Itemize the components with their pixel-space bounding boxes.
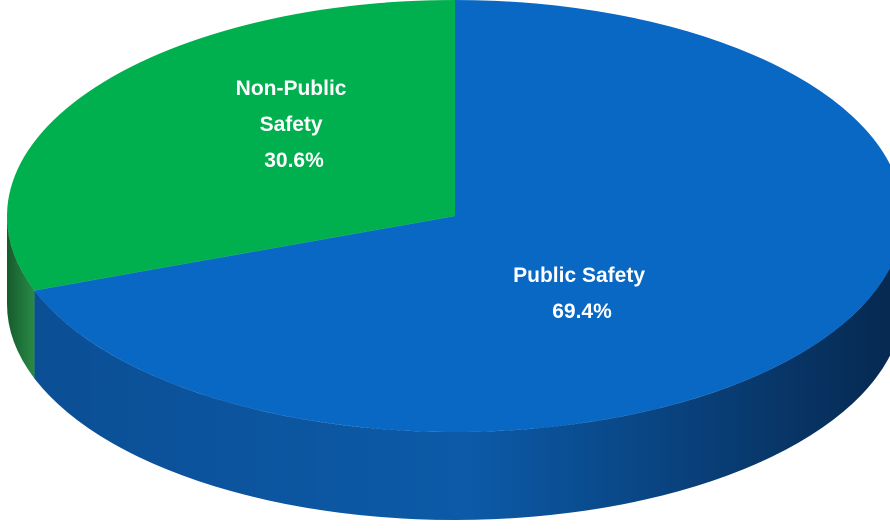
pie-slice-public-safety [34, 0, 890, 432]
slice-label-public-safety: Public Safety 69.4% [513, 264, 651, 323]
pie-depth [7, 216, 890, 520]
slice-label-non-public-safety: Non-Public Safety 30.6% [236, 77, 353, 172]
slice-label-public-safety-line-1: Public Safety [513, 264, 645, 287]
pie-labels: Public Safety 69.4% Non-Public Safety 30… [236, 77, 651, 323]
slice-label-public-safety-line-2: 69.4% [552, 300, 612, 323]
pie-top [7, 0, 890, 432]
slice-label-non-public-safety-line-1: Non-Public [236, 77, 347, 100]
pie-side-public-safety [34, 267, 890, 520]
slice-label-non-public-safety-line-3: 30.6% [264, 149, 324, 172]
slice-label-non-public-safety-line-2: Safety [260, 113, 323, 136]
pie-side-non-public-safety [7, 216, 35, 379]
pie-slice-non-public-safety [7, 0, 456, 291]
